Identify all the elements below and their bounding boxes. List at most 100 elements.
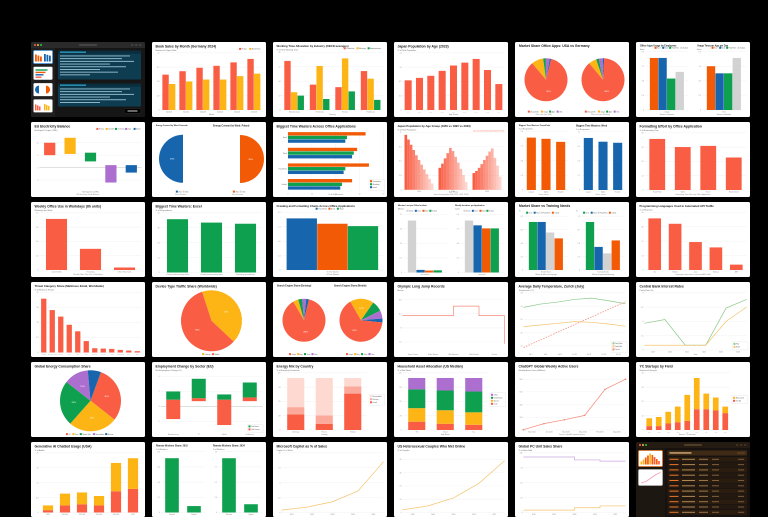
chart-text: Germany (118, 128, 125, 131)
chart-text: Google (544, 111, 549, 113)
chart-text: Biggest Time Wasters: Excel (156, 204, 202, 208)
chart-text: Source: estimates (660, 113, 674, 116)
window-control-dot[interactable] (40, 44, 42, 46)
window-table-button[interactable] (737, 451, 745, 455)
chart-text: % of Total Population (398, 128, 417, 131)
chart-text: Renewables (96, 434, 105, 436)
chart-thumbnail-21[interactable]: Search Engine Share (Desktop) Google Bing Y… (273, 282, 387, 357)
chart-text: 57 (383, 193, 385, 195)
chart-text: 2010 (532, 514, 536, 516)
chart-thumbnail-17[interactable]: Market Share vs Training Needs% Excel Word… (515, 202, 629, 277)
chart-text: Creating and formatting tables (200, 273, 223, 276)
chart-text: Job Losses (251, 429, 260, 431)
chart-thumbnail-34[interactable]: US Heterosexual Couples Who Met Online % … (394, 442, 508, 517)
chart-text: Spain (136, 129, 140, 131)
chart-thumbnail-13[interactable]: Weekly Office Use in Workdays (8h units)… (31, 202, 145, 277)
chart-text: Current (491, 353, 497, 356)
chart-text: 2.4 (642, 95, 645, 97)
chart-text: W'25 (714, 432, 717, 434)
chart-thumbnail-20[interactable]: Device Type Traffic Share (Worldwide) Des… (152, 282, 266, 357)
chart-text: 400 (520, 404, 523, 406)
chart-text: 28 (335, 193, 337, 195)
chart-thumbnail-18[interactable]: Programming Languages Used in Automated … (636, 202, 750, 277)
chart-text: 9.7 (278, 212, 281, 214)
window-control-dot[interactable] (37, 44, 39, 46)
chart-thumbnail-16[interactable]: Minutes Lost per Office Incident Minutes S… (394, 202, 508, 277)
chart-thumbnail-28[interactable]: Household Asset Allocation (US Median)% … (394, 362, 508, 437)
chart-text: 4.6 (36, 241, 39, 243)
chart-text: Scam (85, 354, 88, 356)
chart-text: Real Estate (494, 396, 503, 399)
chart-text: 12 (521, 346, 523, 348)
chart-text: Node.js (713, 272, 719, 274)
chart-text: 2023 (719, 352, 723, 354)
chart-thumbnail-29[interactable]: ChatGPT Global Weekly Active Users Weekly… (515, 362, 629, 437)
chart-thumbnail-36-app-window[interactable] (636, 442, 750, 517)
chart-thumbnail-22[interactable]: Olympic Long Jump Records Meters 7.6 8 8.4 8.… (394, 282, 508, 357)
window-control-dot[interactable] (642, 444, 644, 446)
chart-text: Source: OpenAI reported figures (559, 433, 585, 436)
chart-text: Source: survey (595, 193, 605, 196)
chart-thumbnail-1-app-window[interactable] (31, 42, 145, 117)
chart-text: Ransomware (117, 354, 125, 356)
chart-thumbnail-12[interactable]: Formatting Effort by Office Application%… (636, 122, 750, 197)
chart-text: 22 (642, 401, 644, 403)
chart-text: 1990 (451, 191, 455, 193)
chart-thumbnail-19[interactable]: Threat Category Share (Malicious Email, … (31, 282, 145, 357)
chart-thumbnail-6[interactable]: Office Apps Usage by Employees Hours Excel… (636, 42, 750, 117)
chart-thumbnail-24[interactable]: Central Bank Interest Rates Policy Rate (… (636, 282, 750, 357)
chart-thumbnail-35[interactable]: Global PC Unit Sales Share% of Units Sol… (515, 442, 629, 517)
chart-text: 4.8 (642, 81, 645, 83)
chart-thumbnail-2[interactable]: Book Sales by Month (Germany 2024) Number… (152, 42, 266, 117)
chart-thumbnail-30[interactable]: YC Startups by Field Number of Startups So… (636, 362, 750, 437)
chart-thumbnail-9[interactable]: Biggest Time Wasters Across Office Appli… (273, 122, 387, 197)
chart-thumbnail-23[interactable]: Average Daily Temperature, Zurich (July)… (515, 282, 629, 357)
chart-text: 9.6 (521, 131, 524, 133)
chart-text: Remote Workers Share: 2024 (213, 444, 245, 447)
chart-text: 10 (37, 142, 39, 144)
sidebar-chart-thumb[interactable] (638, 469, 663, 486)
chart-thumbnail-26[interactable]: Employment Change by Sector (EU) Net Empl… (152, 362, 266, 437)
chart-thumbnail-8[interactable]: Energy Covered by Wind: Denmark Source: E… (152, 122, 266, 197)
chart-text: 2025 (131, 514, 135, 516)
chart-thumbnail-31[interactable]: Generative AI Chatbot Usage (USA)% of Ad… (31, 442, 145, 517)
chart-text: Jul 21 (587, 354, 592, 356)
chart-text: % of Electricity Production (277, 369, 300, 372)
window-control-dot[interactable] (639, 444, 641, 446)
chart-thumbnail-3[interactable]: Working Time Allocation by Industry (OEC… (273, 42, 387, 117)
chart-text: Energy Covered by Wind: Denmark (156, 125, 189, 127)
chart-text: 0 (38, 270, 39, 272)
chart-thumbnail-4[interactable]: Japan Population by Age (2023)% of Total… (394, 42, 508, 117)
chart-text: 16 (521, 332, 523, 334)
chart-text: 2.3 (36, 255, 39, 257)
chart-text: 26 (158, 242, 160, 244)
chart-thumbnail-5[interactable]: Market Share Office Apps: USA vs Germany… (515, 42, 629, 117)
chart-text: Jul 31 (616, 354, 621, 356)
chart-text: Employment Change by Sector (EU) (156, 364, 214, 368)
chart-thumbnail-15[interactable]: Creating and Formatting Charts Across Of… (273, 202, 387, 277)
chart-text: 2.7 (578, 175, 581, 177)
chart-thumbnail-25[interactable]: Global Energy Consumption Share Oil Coal Na… (31, 362, 145, 437)
chart-text: Search (466, 211, 471, 213)
chart-text: W'23 (676, 432, 679, 434)
chart-text: 25 (521, 497, 523, 499)
chart-thumbnail-10[interactable]: Japan Population by Age Group (1950 vs 1… (394, 122, 508, 197)
chart-thumbnail-14[interactable]: Biggest Time Wasters: Excel% of Responde… (152, 202, 266, 277)
chart-text: 0 (458, 272, 459, 274)
chart-text: 7.3 (278, 226, 281, 228)
chart-text: Word (482, 211, 486, 213)
chart-text: PowerPoint (600, 211, 608, 214)
chart-thumbnail-11[interactable]: Biggest Time Wasters: PowerPoint% of Res… (515, 122, 629, 197)
window-control-dot[interactable] (34, 44, 36, 46)
window-control-dot[interactable] (645, 444, 647, 446)
chart-text: 12 (642, 175, 644, 177)
chart-thumbnail-33[interactable]: Microsoft Copilot as % of Sales Copilot %… (273, 442, 387, 517)
chart-text: 1995 (411, 514, 415, 516)
chart-thumbnail-7[interactable]: EU Electricity Balance Net Export / Impor… (31, 122, 145, 197)
chart-text: Japan demographic shift (1950, 1990, 202… (433, 193, 469, 196)
chart-thumbnail-27[interactable]: Energy Mix by Country% of Electricity Pr… (273, 362, 387, 437)
chart-text: France (99, 128, 104, 131)
chart-thumbnail-32[interactable]: Remote Workers Share: 2015% of Workforce… (152, 442, 266, 517)
chart-text: PowerPoint (729, 47, 737, 50)
